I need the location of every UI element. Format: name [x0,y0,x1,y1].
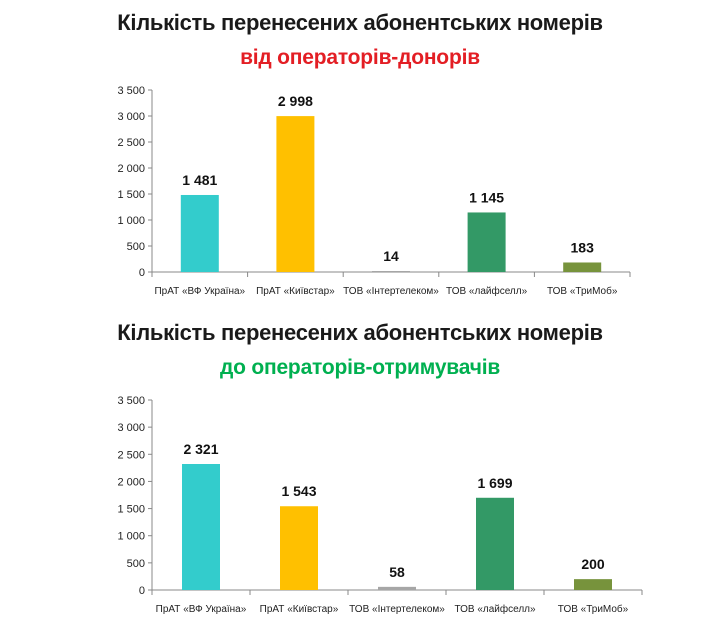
chart-2-title: Кількість перенесених абонентських номер… [117,320,603,345]
chart-1-data-label: 2 998 [278,93,313,109]
chart-2-y-tick-label: 0 [139,585,145,597]
chart-1-y-tick-label: 3 000 [117,111,145,123]
chart-2-bar [476,497,514,590]
chart-1-data-label: 1 145 [469,189,504,205]
chart-1-category-label: ТОВ «лайфселл» [446,285,528,297]
chart-2-y-tick-label: 1 000 [117,531,145,543]
chart-2-bar [280,506,318,590]
chart-2-y-tick-label: 1 500 [117,504,145,516]
chart-2-data-label: 58 [389,564,405,580]
chart-1: 0 500 1 000 1 500 2 000 2 500 3 000 3 500 1 481 П… [117,85,631,297]
chart-2-y-tick-label: 2 000 [117,476,145,488]
chart-1-category-label: ТОВ «ТриМоб» [547,285,618,297]
chart-2-y-tick-label: 3 500 [117,395,145,407]
chart-2-bar [574,579,612,590]
chart-2-y-tick-label: 3 000 [117,422,145,434]
chart-2-category-label: ПрАТ «ВФ Україна» [156,604,247,615]
chart-2-data-label: 1 699 [477,475,512,491]
chart-2-data-label: 2 321 [183,441,218,457]
chart-1-category-label: ТОВ «Інтертелеком» [343,286,439,297]
chart-1-bar [372,271,410,272]
chart-1-y-tick-label: 1 000 [117,215,145,227]
chart-1-y-tick-label: 1 500 [117,189,145,201]
chart-2-category-label: ПрАТ «Київстар» [260,604,339,615]
chart-1-data-label: 14 [383,248,399,264]
chart-2-y-tick-label: 2 500 [117,449,145,461]
chart-1-y-tick-label: 3 500 [117,85,145,97]
chart-2-bar [378,586,416,590]
chart-1-data-label: 1 481 [182,172,217,188]
chart-2-data-label: 200 [581,556,605,572]
chart-1-y-tick-label: 0 [139,267,145,279]
chart-1-bar [563,262,602,272]
chart-2-data-label: 1 543 [281,483,316,499]
chart-1-y-tick-label: 2 500 [117,137,145,149]
chart-1-category-label: ПрАТ «Київстар» [256,286,335,297]
chart-2-bar [182,464,220,590]
chart-2-y-tick-label: 500 [127,558,145,570]
chart-1-bar [467,212,506,272]
chart-1-title: Кількість перенесених абонентських номер… [117,10,603,35]
chart-2-category-label: ТОВ «лайфселл» [454,603,536,615]
chart-1-y-tick-label: 2 000 [117,163,145,175]
chart-1-subtitle: від операторів-донорів [240,46,480,69]
chart-1-bar [180,194,219,272]
chart-2-category-label: ТОВ «Інтертелеком» [349,604,445,615]
chart-2-category-label: ТОВ «ТриМоб» [558,603,629,615]
chart-1-bar [276,116,315,272]
chart-1-y-tick-label: 500 [127,241,145,253]
chart-1-category-label: ПрАТ «ВФ Україна» [154,286,245,297]
chart-2-subtitle: до операторів-отримувачів [219,356,501,379]
chart-1-data-label: 183 [571,239,595,255]
chart-2: 0 500 1 000 1 500 2 000 2 500 3 000 3 500 2 321 П… [117,395,643,615]
